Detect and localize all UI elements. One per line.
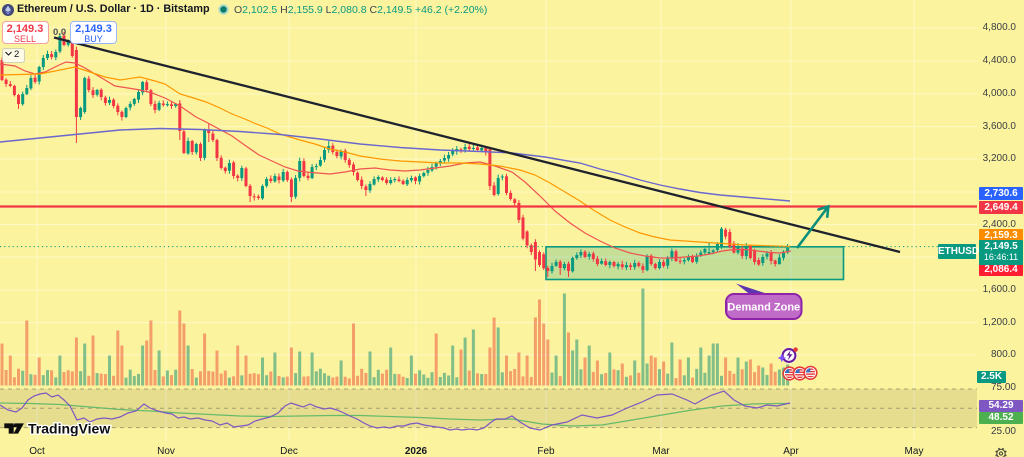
svg-text:TradingView: TradingView [28,421,110,436]
svg-text:Demand Zone: Demand Zone [727,302,800,314]
